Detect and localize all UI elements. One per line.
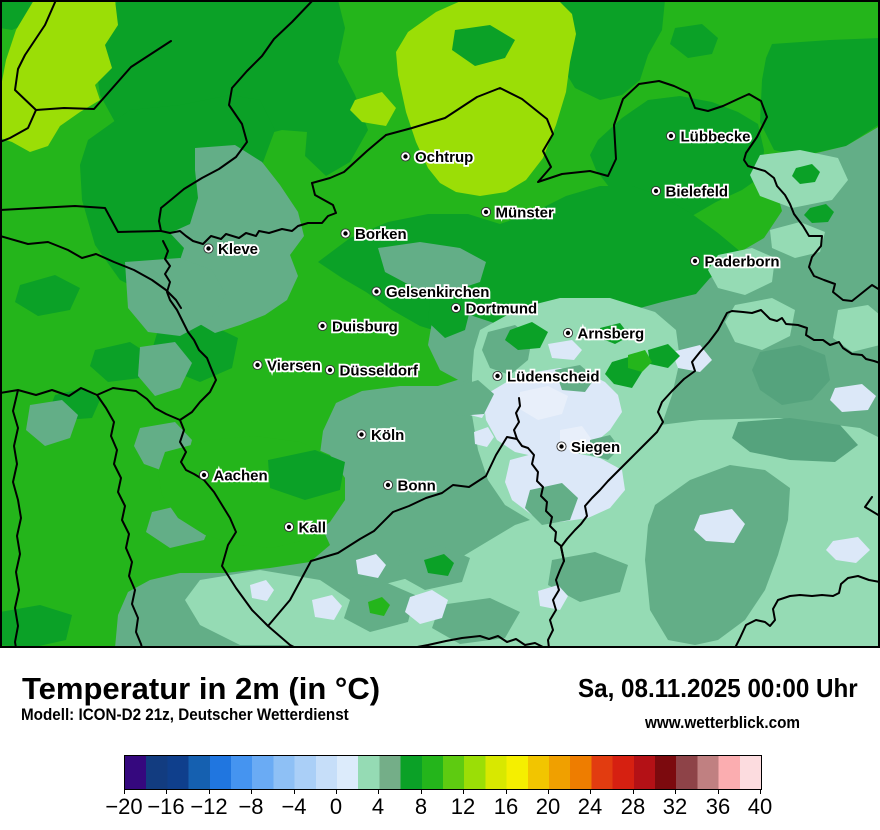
svg-text:Bonn: Bonn [398,478,436,495]
svg-text:Dortmund: Dortmund [466,301,538,318]
svg-text:Köln: Köln [371,427,404,444]
svg-text:Siegen: Siegen [571,439,620,456]
svg-text:Gelsenkirchen: Gelsenkirchen [386,284,489,301]
svg-text:Düsseldorf: Düsseldorf [340,363,419,380]
svg-text:Kleve: Kleve [218,241,258,258]
svg-text:Arnsberg: Arnsberg [578,326,645,343]
svg-text:Borken: Borken [355,226,407,243]
svg-text:Lübbecke: Lübbecke [681,129,751,146]
svg-text:Ochtrup: Ochtrup [415,149,473,166]
svg-text:Duisburg: Duisburg [332,319,398,336]
svg-text:Lüdenscheid: Lüdenscheid [507,369,600,386]
svg-text:Bielefeld: Bielefeld [666,184,729,201]
svg-text:Kall: Kall [299,520,327,537]
svg-text:Münster: Münster [496,205,555,222]
svg-text:Aachen: Aachen [214,468,268,485]
svg-text:Paderborn: Paderborn [705,254,780,271]
svg-text:Viersen: Viersen [267,358,321,375]
